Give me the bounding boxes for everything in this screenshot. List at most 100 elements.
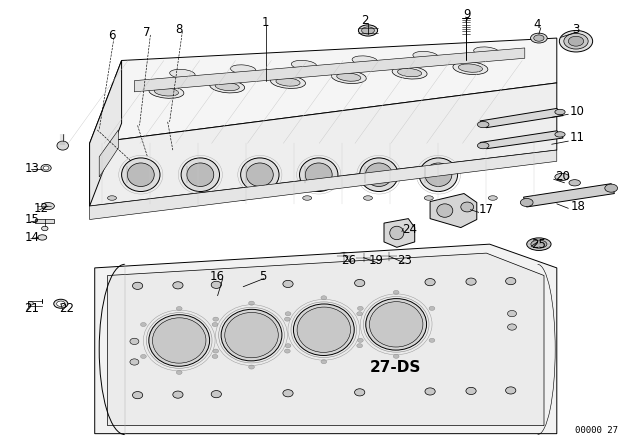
Polygon shape — [90, 83, 557, 206]
Ellipse shape — [276, 78, 300, 86]
Ellipse shape — [365, 299, 427, 350]
Ellipse shape — [177, 306, 182, 310]
Ellipse shape — [43, 166, 49, 170]
Ellipse shape — [321, 296, 327, 300]
Ellipse shape — [397, 69, 422, 77]
Ellipse shape — [141, 323, 147, 327]
Ellipse shape — [230, 65, 256, 74]
Ellipse shape — [555, 132, 565, 137]
Ellipse shape — [466, 278, 476, 285]
Ellipse shape — [425, 388, 435, 395]
Ellipse shape — [531, 240, 547, 248]
Ellipse shape — [332, 71, 366, 83]
Text: 00000 27: 00000 27 — [575, 426, 618, 435]
Ellipse shape — [41, 164, 51, 172]
Ellipse shape — [321, 360, 327, 364]
Ellipse shape — [148, 315, 210, 366]
Text: 17: 17 — [479, 203, 493, 216]
Ellipse shape — [225, 312, 278, 358]
Ellipse shape — [300, 158, 338, 192]
Polygon shape — [99, 130, 118, 177]
Ellipse shape — [127, 163, 154, 186]
Ellipse shape — [568, 36, 584, 46]
Ellipse shape — [173, 282, 183, 289]
Text: 14: 14 — [24, 231, 39, 244]
Ellipse shape — [213, 317, 219, 321]
Ellipse shape — [419, 158, 458, 192]
Ellipse shape — [271, 76, 305, 88]
Ellipse shape — [369, 302, 423, 347]
Text: 6: 6 — [108, 29, 116, 43]
Ellipse shape — [132, 392, 143, 399]
Polygon shape — [480, 108, 563, 128]
Text: 27-DS: 27-DS — [370, 360, 421, 375]
Text: 2: 2 — [361, 13, 369, 27]
Ellipse shape — [212, 354, 218, 358]
Ellipse shape — [356, 344, 362, 348]
Ellipse shape — [358, 306, 364, 310]
Text: 24: 24 — [402, 223, 417, 236]
Ellipse shape — [285, 344, 291, 348]
Ellipse shape — [531, 33, 547, 43]
Ellipse shape — [393, 290, 399, 294]
Ellipse shape — [141, 354, 147, 358]
Polygon shape — [90, 150, 557, 220]
Ellipse shape — [506, 278, 516, 285]
Ellipse shape — [453, 62, 488, 74]
Text: 10: 10 — [570, 104, 584, 118]
Ellipse shape — [559, 30, 593, 52]
Text: 12: 12 — [33, 202, 48, 215]
Ellipse shape — [461, 202, 474, 212]
Ellipse shape — [210, 80, 244, 93]
Ellipse shape — [390, 226, 404, 240]
Ellipse shape — [352, 56, 378, 65]
Ellipse shape — [57, 141, 68, 150]
Ellipse shape — [425, 163, 452, 186]
Ellipse shape — [42, 226, 48, 231]
Text: 5: 5 — [259, 270, 266, 284]
Ellipse shape — [177, 370, 182, 375]
Ellipse shape — [42, 202, 54, 210]
Ellipse shape — [130, 359, 139, 365]
Ellipse shape — [54, 299, 68, 308]
Ellipse shape — [534, 35, 544, 41]
Ellipse shape — [458, 64, 483, 72]
Ellipse shape — [291, 60, 317, 69]
Ellipse shape — [28, 302, 33, 305]
Ellipse shape — [355, 280, 365, 287]
Ellipse shape — [187, 163, 214, 186]
Ellipse shape — [429, 338, 435, 342]
Ellipse shape — [508, 324, 516, 330]
Ellipse shape — [170, 69, 195, 78]
Polygon shape — [480, 131, 563, 149]
Ellipse shape — [569, 180, 580, 186]
Polygon shape — [90, 38, 557, 143]
Polygon shape — [95, 244, 557, 434]
Ellipse shape — [477, 142, 489, 149]
Ellipse shape — [38, 235, 47, 240]
Ellipse shape — [212, 323, 218, 327]
Ellipse shape — [474, 47, 499, 56]
Polygon shape — [35, 219, 54, 223]
Ellipse shape — [130, 338, 139, 345]
Text: 3: 3 — [572, 22, 580, 36]
Ellipse shape — [477, 121, 489, 128]
Ellipse shape — [248, 365, 255, 369]
Ellipse shape — [154, 88, 179, 96]
Ellipse shape — [173, 391, 183, 398]
Ellipse shape — [356, 312, 362, 316]
Text: 25: 25 — [531, 237, 546, 251]
Ellipse shape — [555, 109, 565, 115]
Ellipse shape — [365, 163, 392, 186]
Text: 20: 20 — [556, 170, 570, 184]
Ellipse shape — [241, 158, 279, 192]
Ellipse shape — [413, 52, 438, 60]
Ellipse shape — [305, 163, 332, 186]
Ellipse shape — [506, 387, 516, 394]
Polygon shape — [90, 60, 122, 206]
Text: 13: 13 — [24, 161, 39, 175]
Ellipse shape — [393, 354, 399, 358]
Text: 9: 9 — [463, 8, 471, 21]
Ellipse shape — [362, 27, 374, 34]
Ellipse shape — [508, 310, 516, 317]
